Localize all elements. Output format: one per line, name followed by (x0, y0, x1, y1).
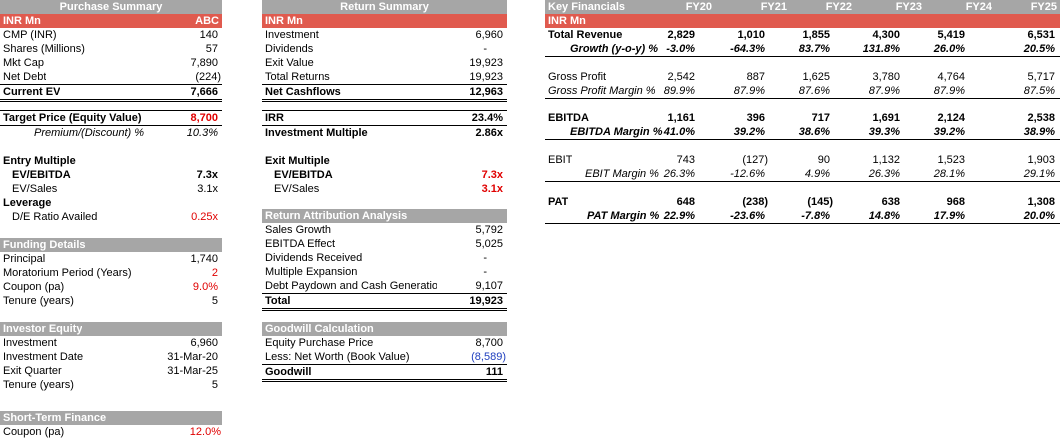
investment-date-row: Investment Date 31-Mar-20 (3, 351, 218, 363)
gross-profit-block: Gross Profit 2,542 887 1,625 3,780 4,764… (545, 70, 1060, 99)
investor-equity: Investor Equity Investment 6,960 Investme… (0, 322, 222, 392)
exit-multiple-block: Exit Multiple EV/EBITDA 7.3x EV/Sales 3.1x (262, 154, 507, 196)
entry-multiple-block: Entry Multiple EV/EBITDA 7.3x EV/Sales 3.1… (0, 154, 222, 224)
stf-title: Short-Term Finance (0, 411, 222, 425)
pat-block: PAT 648 (238) (145) 638 968 1,308 PAT Ma… (545, 195, 1060, 224)
exit-quarter-row: Exit Quarter 31-Mar-25 (3, 365, 218, 377)
coupon-row: Coupon (pa) 9.0% (3, 281, 218, 293)
year-fy21: FY21 (760, 1, 787, 13)
ebitda-block: EBITDA 1,161 396 717 1,691 2,124 2,538 E… (545, 111, 1060, 140)
entry-ev-sales-row: EV/Sales 3.1x (12, 183, 218, 195)
de-ratio-row: D/E Ratio Availed 0.25x (12, 211, 218, 223)
ebit-block: EBIT 743 (127) 90 1,132 1,523 1,903 EBIT… (545, 153, 1060, 182)
attr-multiple-expansion-row: Multiple Expansion - (265, 266, 487, 278)
attr-sales-growth-row: Sales Growth 5,792 (265, 224, 503, 236)
mktcap-row: Mkt Cap 7,890 (3, 57, 218, 69)
leverage-label: Leverage (3, 197, 52, 209)
ret-net-cashflows-row: Net Cashflows 12,963 (262, 85, 507, 102)
ret-investment-row: Investment 6,960 (265, 29, 503, 41)
irr-row: IRR 23.4% (262, 110, 507, 126)
investment-multiple-row: Investment Multiple 2.86x (265, 127, 503, 139)
funding-title: Funding Details (0, 238, 222, 252)
investor-tenure-row: Tenure (years) 5 (3, 379, 218, 391)
unit-label: INR Mn (3, 15, 41, 27)
ret-total-returns-row: Total Returns 19,923 (262, 70, 507, 85)
entry-multiple-label: Entry Multiple (3, 155, 76, 167)
ebitda-margin-row: EBITDA Margin % 41.0% 39.2% 38.6% 39.3% … (545, 125, 1060, 140)
attr-ebitda-effect-row: EBITDA Effect 5,025 (265, 238, 503, 250)
year-fy23: FY23 (895, 1, 922, 13)
key-financials: Key Financials FY20 FY21 FY22 FY23 FY24 … (545, 0, 1060, 57)
goodwill-calculation: Goodwill Calculation Equity Purchase Pri… (262, 322, 507, 382)
year-fy24: FY24 (965, 1, 992, 13)
goodwill-row: Goodwill 111 (262, 365, 507, 382)
investor-title: Investor Equity (0, 322, 222, 336)
pat-margin-row: PAT Margin % 22.9% -23.6% -7.8% 14.8% 17… (545, 209, 1060, 224)
return-attribution: Return Attribution Analysis Sales Growth… (262, 209, 507, 311)
tenure-row: Tenure (years) 5 (3, 295, 218, 307)
return-summary: Return Summary INR Mn Investment 6,960 Di… (262, 0, 507, 102)
principal-row: Principal 1,740 (3, 253, 218, 265)
ebit-margin-row: EBIT Margin % 26.3% -12.6% 4.9% 26.3% 28… (545, 167, 1060, 182)
year-fy25: FY25 (1030, 1, 1057, 13)
stf-coupon-row: Coupon (pa) 12.0% (3, 426, 221, 438)
net-worth-row: Less: Net Worth (Book Value) (8,589) (262, 350, 507, 365)
attr-dividends-row: Dividends Received - (265, 252, 487, 264)
investment-row: Investment 6,960 (3, 337, 218, 349)
return-unit-row: INR Mn (262, 14, 507, 28)
ret-dividends-row: Dividends - (265, 43, 487, 55)
ebitda-row: EBITDA 1,161 396 717 1,691 2,124 2,538 (548, 112, 1055, 124)
company-name: ABC (195, 15, 219, 27)
goodwill-title: Goodwill Calculation (262, 322, 507, 336)
pat-row: PAT 648 (238) (145) 638 968 1,308 (548, 196, 1055, 208)
funding-details: Funding Details Principal 1,740 Moratoriu… (0, 238, 222, 308)
attribution-title: Return Attribution Analysis (262, 209, 507, 223)
year-fy20: FY20 (685, 1, 712, 13)
purchase-unit-row: INR Mn ABC (0, 14, 222, 28)
growth-row: Growth (y-o-y) % -3.0% -64.3% 83.7% 131.… (545, 42, 1060, 57)
attr-debt-paydown-row: Debt Paydown and Cash Generatio 9,107 (262, 279, 507, 294)
purchase-summary: Purchase Summary INR Mn ABC CMP (INR) 140… (0, 0, 222, 102)
attr-total-row: Total 19,923 (262, 294, 507, 311)
return-summary-title: Return Summary (262, 0, 507, 14)
target-price-block: Target Price (Equity Value) 8,700 Premium… (0, 110, 222, 140)
cmp-row: CMP (INR) 140 (3, 29, 218, 41)
current-ev-row: Current EV 7,666 (0, 85, 222, 102)
exit-ev-sales-row: EV/Sales 3.1x (274, 183, 503, 195)
moratorium-row: Moratorium Period (Years) 2 (3, 267, 218, 279)
purchase-summary-title: Purchase Summary (0, 0, 222, 14)
gross-margin-row: Gross Profit Margin % 89.9% 87.9% 87.6% … (545, 84, 1060, 99)
gross-profit-row: Gross Profit 2,542 887 1,625 3,780 4,764… (548, 71, 1055, 83)
premium-row: Premium/(Discount) % 10.3% (34, 127, 218, 139)
irr-block: IRR 23.4% Investment Multiple 2.86x (262, 110, 507, 140)
equity-purchase-row: Equity Purchase Price 8,700 (265, 337, 503, 349)
exit-ev-ebitda-row: EV/EBITDA 7.3x (274, 169, 503, 181)
target-price-row: Target Price (Equity Value) 8,700 (0, 110, 222, 126)
year-fy22: FY22 (825, 1, 852, 13)
financials-unit-row: INR Mn (545, 14, 1060, 28)
entry-ev-ebitda-row: EV/EBITDA 7.3x (12, 169, 218, 181)
revenue-row: Total Revenue 2,829 1,010 1,855 4,300 5,… (548, 29, 1055, 41)
ret-exit-value-row: Exit Value 19,923 (265, 57, 503, 69)
ebit-row: EBIT 743 (127) 90 1,132 1,523 1,903 (548, 154, 1055, 166)
shares-row: Shares (Millions) 57 (3, 43, 218, 55)
financials-header: Key Financials FY20 FY21 FY22 FY23 FY24 … (545, 0, 1060, 14)
short-term-finance: Short-Term Finance Coupon (pa) 12.0% (0, 411, 222, 439)
exit-multiple-label: Exit Multiple (265, 155, 330, 167)
netdebt-row: Net Debt (224) (0, 70, 222, 85)
